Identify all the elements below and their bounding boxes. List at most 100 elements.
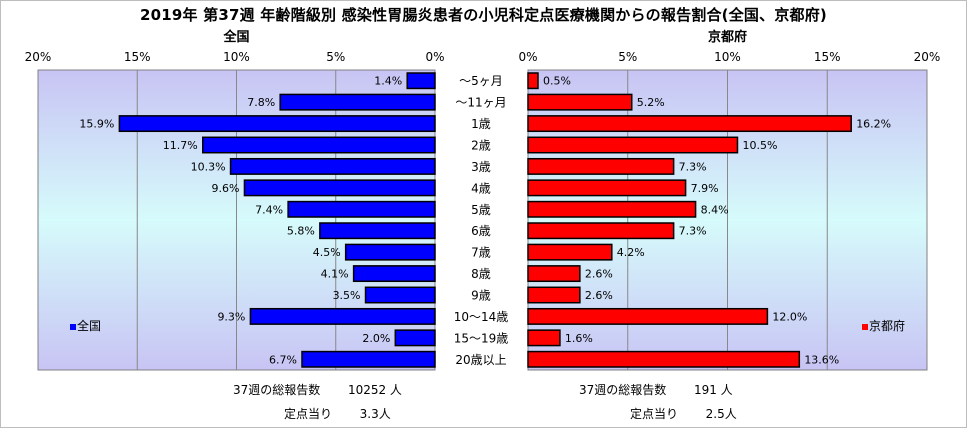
kyoto-per-site: 定点当り 2.5人 — [630, 405, 737, 422]
data-label: 2.0% — [362, 332, 390, 345]
category-label: 2歳 — [471, 139, 491, 153]
bar — [243, 179, 436, 197]
national-total: 37週の総報告数 10252 人 — [233, 381, 402, 398]
bar — [527, 136, 739, 154]
panel-heading-1: 京都府 — [708, 29, 747, 45]
data-label: 0.5% — [543, 75, 571, 88]
bar — [229, 157, 436, 175]
bar — [287, 200, 436, 218]
data-label: 9.3% — [217, 310, 245, 323]
data-label: 7.4% — [255, 203, 283, 216]
bar — [527, 115, 852, 133]
category-label: 20歳以上 — [455, 353, 506, 367]
data-label: 6.7% — [269, 353, 297, 366]
data-label: 9.6% — [211, 182, 239, 195]
category-label: 3歳 — [471, 160, 491, 174]
kyoto-per-label: 定点当り — [630, 407, 679, 421]
tick-label: 15% — [124, 50, 151, 64]
legend-label: 京都府 — [869, 318, 905, 333]
national-total-value: 10252 人 — [347, 383, 402, 397]
data-label: 12.0% — [772, 310, 807, 323]
data-label: 7.3% — [679, 160, 707, 173]
bar — [527, 286, 581, 304]
category-label: 〜5ヶ月 — [459, 74, 503, 88]
bar — [527, 243, 613, 261]
data-label: 7.9% — [691, 182, 719, 195]
category-label: 7歳 — [471, 246, 491, 260]
bar — [301, 350, 436, 368]
bar — [527, 350, 801, 368]
category-label: 8歳 — [471, 267, 491, 281]
data-label: 7.8% — [247, 96, 275, 109]
category-label: 〜11ヶ月 — [455, 96, 506, 110]
bar — [319, 222, 436, 240]
data-label: 10.5% — [742, 139, 777, 152]
national-total-label: 37週の総報告数 — [233, 383, 321, 397]
data-label: 1.4% — [374, 75, 402, 88]
tick-label: 0% — [518, 50, 537, 64]
category-label: 10〜14歳 — [454, 310, 509, 324]
national-per-site: 定点当り 3.3人 — [284, 405, 391, 422]
bar — [406, 72, 436, 90]
data-label: 8.4% — [701, 203, 729, 216]
data-label: 4.5% — [313, 246, 341, 259]
data-label: 10.3% — [191, 160, 226, 173]
bar — [527, 265, 581, 283]
tick-label: 10% — [223, 50, 250, 64]
kyoto-total-value: 191 人 — [693, 383, 733, 397]
category-label: 6歳 — [471, 224, 491, 238]
legend-swatch — [70, 324, 76, 330]
data-label: 13.6% — [804, 353, 839, 366]
kyoto-total: 37週の総報告数 191 人 — [579, 381, 733, 398]
bar — [364, 286, 436, 304]
bar — [394, 329, 436, 347]
bar — [527, 222, 675, 240]
national-per-value: 3.3人 — [359, 407, 391, 421]
data-label: 11.7% — [163, 139, 198, 152]
tick-label: 5% — [618, 50, 637, 64]
category-label: 1歳 — [471, 117, 491, 131]
legend-swatch — [862, 324, 868, 330]
category-label: 9歳 — [471, 289, 491, 303]
data-label: 5.8% — [287, 225, 315, 238]
tick-label: 0% — [425, 50, 444, 64]
bar — [352, 265, 436, 283]
data-label: 5.2% — [637, 96, 665, 109]
national-per-label: 定点当り — [284, 407, 333, 421]
data-label: 15.9% — [79, 118, 114, 131]
bar — [527, 329, 561, 347]
bar — [344, 243, 436, 261]
bar — [527, 72, 539, 90]
data-label: 1.6% — [565, 332, 593, 345]
tick-label: 5% — [326, 50, 345, 64]
panel-heading-0: 全国 — [222, 29, 249, 45]
data-label: 2.6% — [585, 289, 613, 302]
data-label: 4.2% — [617, 246, 645, 259]
data-label: 7.3% — [679, 225, 707, 238]
tick-label: 20% — [914, 50, 941, 64]
tick-label: 10% — [714, 50, 741, 64]
data-label: 4.1% — [321, 268, 349, 281]
bar — [527, 179, 687, 197]
bar — [527, 307, 769, 325]
tick-label: 15% — [814, 50, 841, 64]
bar — [527, 200, 697, 218]
bar — [249, 307, 436, 325]
data-label: 2.6% — [585, 268, 613, 281]
kyoto-total-label: 37週の総報告数 — [579, 383, 667, 397]
bar — [527, 157, 675, 175]
tick-label: 20% — [25, 50, 52, 64]
bar — [118, 115, 436, 133]
category-label: 5歳 — [471, 203, 491, 217]
category-label: 4歳 — [471, 181, 491, 195]
category-label: 15〜19歳 — [454, 331, 509, 345]
kyoto-per-value: 2.5人 — [705, 407, 737, 421]
data-label: 3.5% — [333, 289, 361, 302]
chart-title: 2019年 第37週 年齢階級別 感染性胃腸炎患者の小児科定点医療機関からの報告… — [139, 6, 827, 24]
bar — [202, 136, 436, 154]
bar — [527, 93, 633, 111]
data-label: 16.2% — [856, 118, 891, 131]
legend-label: 全国 — [77, 318, 101, 333]
bar — [279, 93, 436, 111]
